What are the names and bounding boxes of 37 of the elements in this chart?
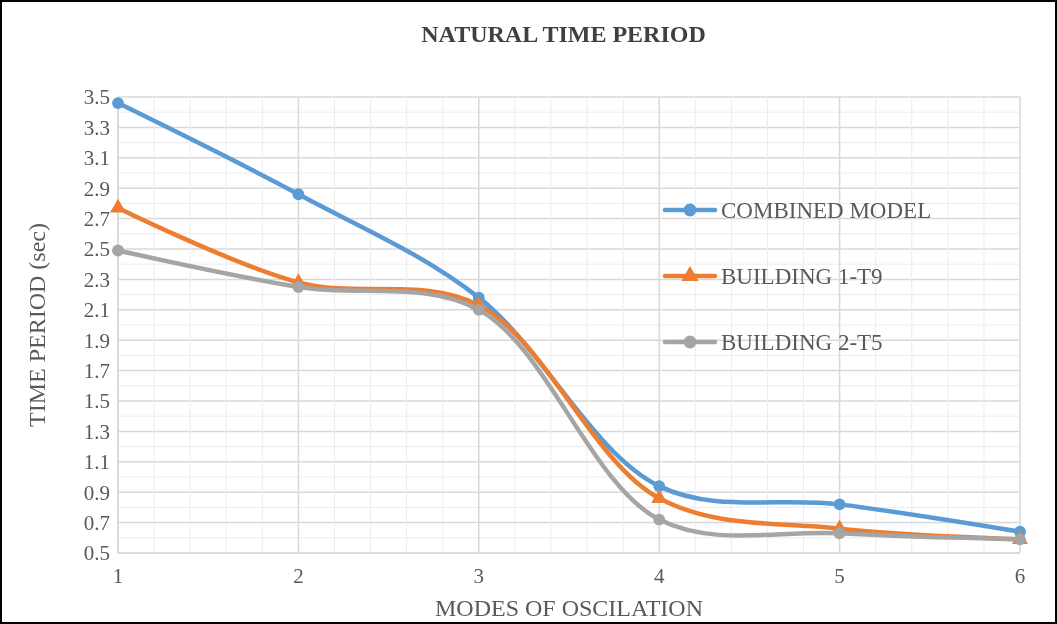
y-tick-label: 0.5 <box>83 541 110 566</box>
y-tick-label: 1.5 <box>83 389 110 414</box>
point <box>833 498 846 511</box>
point <box>472 303 485 316</box>
y-tick-label: 1.3 <box>83 419 110 444</box>
y-tick-label: 3.1 <box>83 146 110 171</box>
point <box>653 480 666 493</box>
legend-label: BUILDING 1-T9 <box>721 264 883 290</box>
y-tick-label: 2.1 <box>83 298 110 323</box>
point <box>653 513 666 526</box>
x-tick-label: 2 <box>293 564 304 588</box>
y-tick-label: 3.5 <box>83 85 110 110</box>
x-axis-title: MODES OF OSCILATION <box>434 595 704 621</box>
point <box>292 281 305 293</box>
y-tick-label: 2.7 <box>83 206 110 231</box>
y-axis-title: TIME PERIOD (sec) <box>24 223 50 427</box>
y-tick-label: 1.1 <box>83 450 110 475</box>
point <box>292 188 305 201</box>
y-tick-label: 1.7 <box>83 358 110 383</box>
x-tick-label: 1 <box>112 564 124 588</box>
y-tick-label: 3.3 <box>83 115 110 140</box>
y-tick-label: 2.3 <box>83 267 110 292</box>
x-tick-label: 3 <box>473 564 485 588</box>
x-tick-label: 6 <box>1014 564 1026 588</box>
y-tick-label: 0.9 <box>83 480 110 505</box>
point <box>833 527 846 540</box>
y-tick-label: 2.9 <box>83 176 110 201</box>
x-tick-label: 5 <box>834 564 845 588</box>
point <box>112 244 124 257</box>
x-tick-label: 4 <box>653 564 665 588</box>
y-tick-label: 1.9 <box>83 328 110 353</box>
y-tick-label: 2.5 <box>83 237 110 262</box>
legend-label: BUILDING 2-T5 <box>721 330 883 356</box>
point <box>112 97 124 109</box>
chart-title: NATURAL TIME PERIOD <box>421 21 706 47</box>
legend-label: COMBINED MODEL <box>721 198 932 224</box>
y-tick-label: 0.7 <box>83 510 110 535</box>
